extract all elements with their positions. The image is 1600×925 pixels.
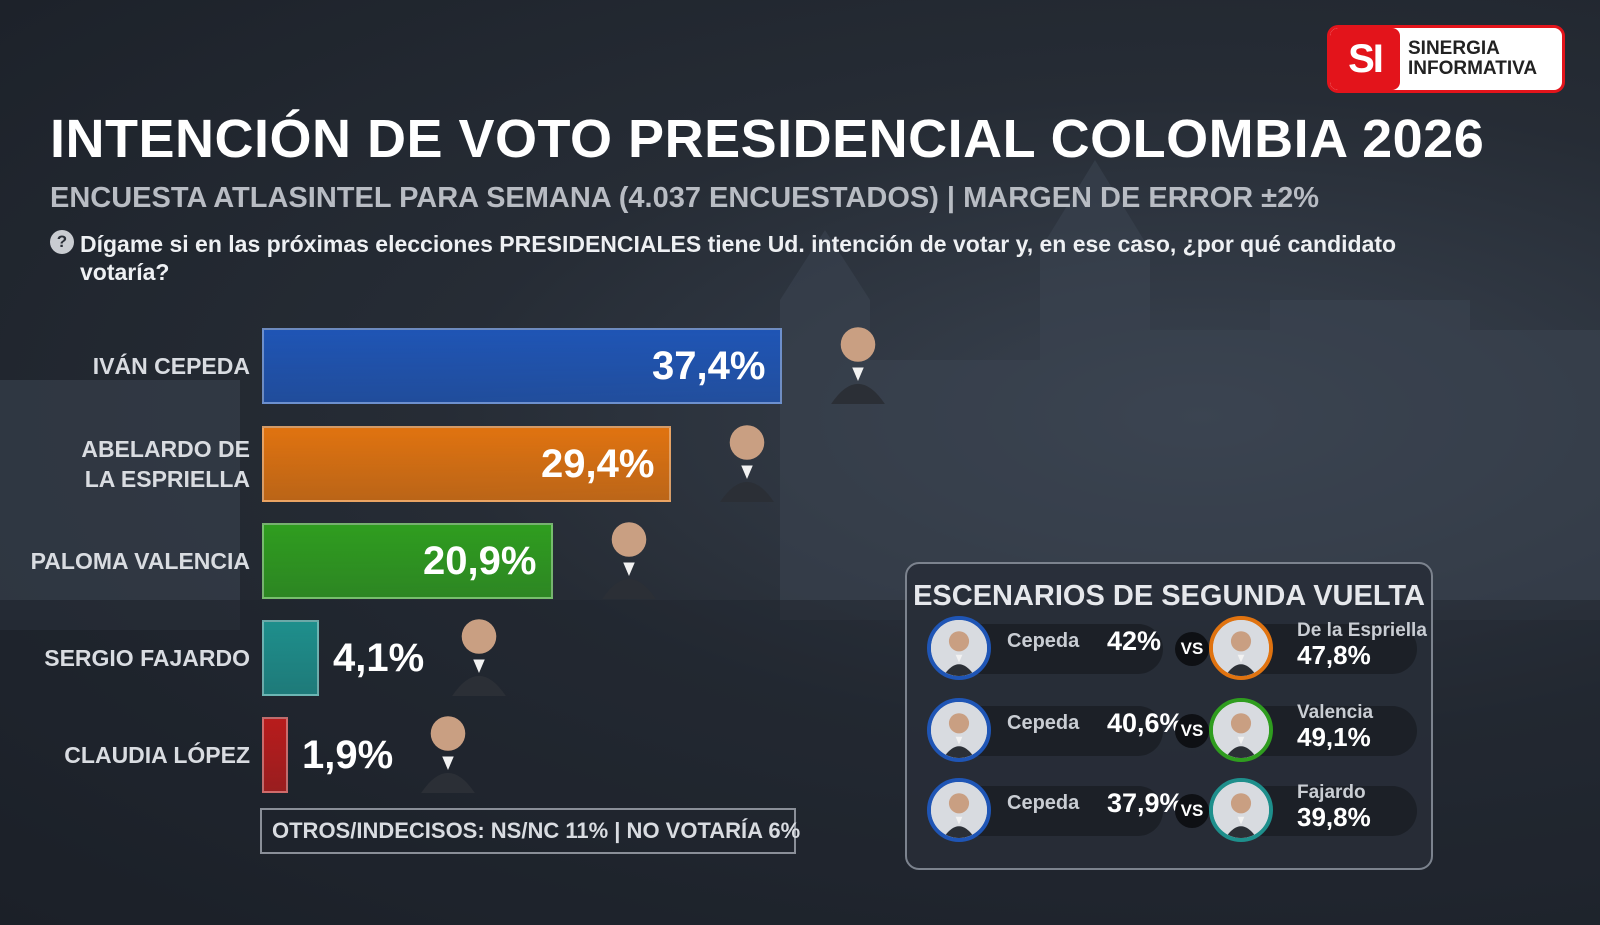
runoff-title: ESCENARIOS DE SEGUNDA VUELTA (913, 580, 1425, 612)
question-text: Dígame si en las próximas elecciones PRE… (80, 231, 1397, 285)
bar-label: CLAUDIA LÓPEZ (20, 740, 250, 770)
bar-label-line: SERGIO FAJARDO (44, 645, 250, 671)
vs-badge: VS (1175, 714, 1209, 748)
logo-line2: INFORMATIVA (1408, 58, 1538, 79)
candidate-photo (398, 697, 498, 793)
page-title: INTENCIÓN DE VOTO PRESIDENCIAL COLOMBIA … (50, 109, 1485, 169)
bar-value-label: 37,4% (652, 344, 766, 388)
logo-line1: SINERGIA (1408, 38, 1500, 59)
bar-label-line: LA ESPRIELLA (84, 466, 250, 492)
bar-label: PALOMA VALENCIA (20, 546, 250, 576)
right-candidate-photo (1209, 698, 1273, 762)
right-candidate-name: Fajardo (1297, 782, 1366, 803)
right-candidate-photo (1209, 778, 1273, 842)
left-candidate-name: Cepeda (1007, 630, 1080, 652)
left-candidate-photo (927, 698, 991, 762)
bar-row: ABELARDO DE LA ESPRIELLA 29,4% (0, 425, 774, 504)
survey-question: ? Dígame si en las próximas elecciones PR… (50, 230, 1430, 286)
vs-badge: VS (1175, 632, 1209, 666)
bar-value-label: 4,1% (333, 636, 425, 680)
left-candidate-photo (927, 778, 991, 842)
right-candidate-pct: 49,1% (1297, 722, 1371, 752)
runoff-scenario: Cepeda 42% VS De la Espriella 47,8% (927, 616, 1427, 680)
bar-value-label: 29,4% (541, 442, 655, 486)
candidate-photo (579, 503, 679, 599)
bar-label: SERGIO FAJARDO (20, 643, 250, 673)
bar (262, 426, 671, 502)
bar-label: IVÁN CEPEDA (20, 351, 250, 381)
bar-value-label: 20,9% (423, 539, 537, 583)
bar-row: PALOMA VALENCIA 20,9% (0, 522, 656, 601)
bar-value-label: 1,9% (302, 733, 394, 777)
bar (262, 523, 553, 599)
bar-label-line: CLAUDIA LÓPEZ (64, 742, 250, 768)
right-candidate-name: Valencia (1297, 702, 1374, 723)
left-candidate-name: Cepeda (1007, 712, 1080, 734)
right-candidate-name: De la Espriella (1297, 620, 1427, 641)
bar-row: IVÁN CEPEDA 37,4% (0, 327, 885, 406)
bar-row: CLAUDIA LÓPEZ 1,9% (0, 716, 475, 795)
bar-label-line: ABELARDO DE (81, 436, 250, 462)
left-candidate-name: Cepeda (1007, 792, 1080, 814)
right-candidate-photo (1209, 616, 1273, 680)
others-undecided-note: OTROS/INDECISOS: NS/NC 11% | NO VOTARÍA … (260, 808, 800, 854)
logo-mark: SI (1330, 28, 1400, 90)
bar-label-line: IVÁN CEPEDA (92, 353, 250, 379)
bar (262, 328, 782, 404)
page-subtitle: ENCUESTA ATLASINTEL PARA SEMANA (4.037 E… (50, 182, 1320, 214)
runoff-panel: ESCENARIOS DE SEGUNDA VUELTA Cepeda 42% VS… (905, 562, 1433, 870)
question-icon: ? (50, 230, 74, 254)
candidate-photo (429, 600, 529, 696)
bar-label-line: PALOMA VALENCIA (30, 548, 250, 574)
runoff-scenario: Cepeda 40,6% VS Valencia 49,1% (927, 698, 1417, 762)
bar (262, 717, 288, 793)
bar (262, 620, 319, 696)
bar-row: SERGIO FAJARDO 4,1% (0, 619, 506, 698)
candidate-photo (697, 406, 797, 502)
candidate-photo (808, 308, 908, 404)
left-candidate-pct: 40,6% (1107, 708, 1184, 738)
runoff-scenario: Cepeda 37,9% VS Fajardo 39,8% (927, 778, 1417, 842)
right-candidate-pct: 47,8% (1297, 640, 1371, 670)
logo-text: SINERGIA INFORMATIVA (1400, 39, 1537, 79)
vs-badge: VS (1175, 794, 1209, 828)
right-candidate-pct: 39,8% (1297, 802, 1371, 832)
left-candidate-pct: 37,9% (1107, 788, 1184, 818)
left-candidate-pct: 42% (1107, 626, 1162, 656)
left-candidate-photo (927, 616, 991, 680)
bar-label: ABELARDO DE LA ESPRIELLA (20, 434, 250, 494)
sinergia-logo: SI SINERGIA INFORMATIVA (1330, 28, 1562, 90)
